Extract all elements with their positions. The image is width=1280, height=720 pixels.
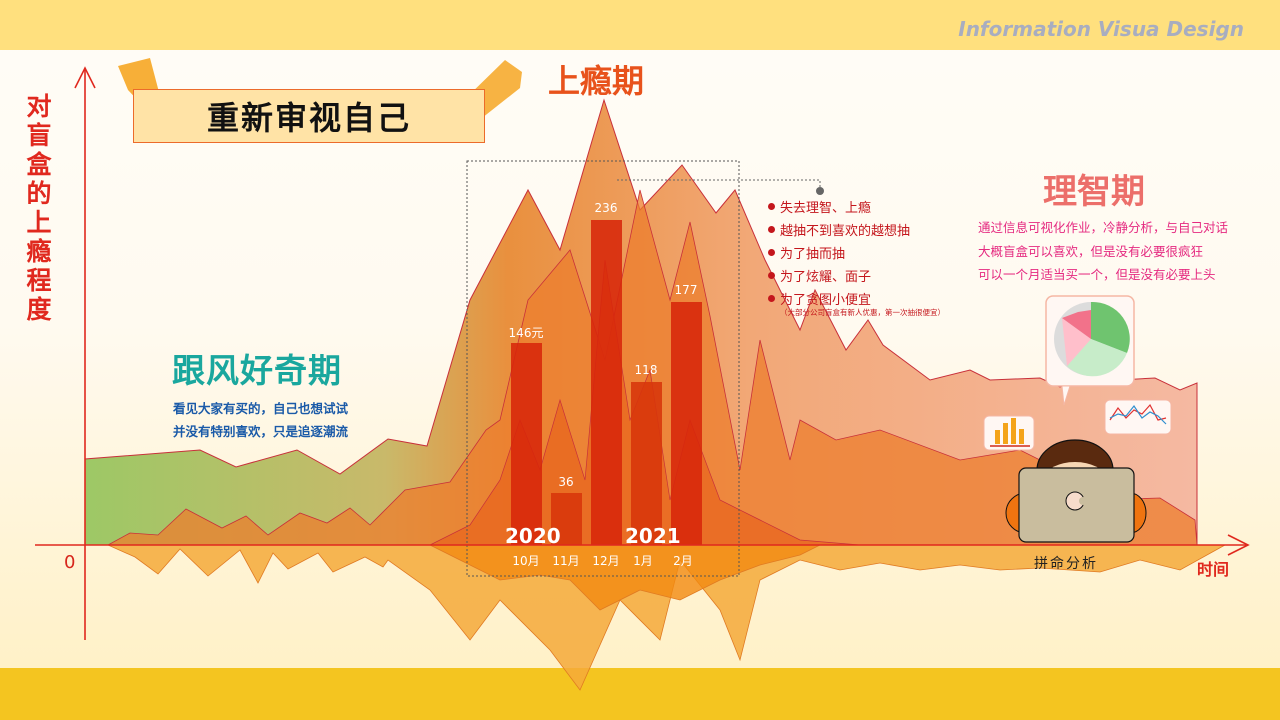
- phase-curious-title: 跟风好奇期: [172, 351, 342, 390]
- title-badge: 重新审视自己: [133, 89, 485, 143]
- brand-title: Information Visua Design: [958, 17, 1244, 41]
- y-axis-zero: 0: [64, 552, 76, 573]
- phase-addicted-title: 上瘾期: [548, 62, 645, 100]
- x-axis-label: 时间: [1197, 560, 1230, 579]
- phase-rational-desc-2: 大概盲盒可以喜欢，但是没有必要很疯狂: [978, 244, 1204, 259]
- illustration: [983, 295, 1172, 543]
- reason-item: 越抽不到喜欢的越想抽: [768, 218, 945, 241]
- y-axis-label: 对盲盒的上瘾程度: [26, 92, 52, 324]
- bar-value-nov: 36: [558, 475, 574, 489]
- illustration-caption: 拼命分析: [1034, 556, 1098, 572]
- month-label: 1月: [633, 554, 653, 568]
- year-label-2021: 2021: [625, 524, 681, 548]
- reason-item: 为了炫耀、面子: [768, 264, 945, 287]
- bar-oct: [511, 343, 542, 545]
- year-label-2020: 2020: [505, 524, 561, 548]
- highlight-frame: [466, 160, 740, 577]
- bottom-band: [0, 668, 1280, 720]
- bar-value-dec: 236: [594, 201, 618, 215]
- phase-curious-desc-1: 看见大家有买的，自己也想试试: [173, 401, 349, 416]
- top-band: [0, 0, 1280, 50]
- bar-series: [511, 220, 702, 545]
- bullet-dot-icon: [768, 203, 775, 210]
- bullet-dot-icon: [768, 272, 775, 279]
- bullet-dot-icon: [768, 249, 775, 256]
- bar-value-oct: 146元: [508, 326, 544, 340]
- bullet-dot-icon: [768, 226, 775, 233]
- month-label: 11月: [552, 554, 580, 568]
- bar-value-jan: 118: [634, 363, 658, 377]
- area-layer-mid: [107, 189, 1198, 546]
- reason-item: 为了贪图小便宜: [768, 287, 945, 310]
- bar-jan: [631, 382, 662, 545]
- reason-item: 为了抽而抽: [768, 241, 945, 264]
- phase-rational-desc-1: 通过信息可视化作业，冷静分析，与自己对话: [978, 220, 1229, 235]
- bar-dec: [591, 220, 622, 545]
- month-label: 12月: [592, 554, 620, 568]
- month-label: 10月: [512, 554, 540, 568]
- callout-leader: [617, 179, 821, 188]
- area-below-inner: [429, 544, 821, 611]
- reason-note: （大部分公司盲盒有新人优惠，第一次抽很便宜）: [780, 308, 945, 317]
- phase-rational-title: 理智期: [1043, 172, 1145, 212]
- bar-nov: [551, 493, 582, 545]
- month-label: 2月: [673, 554, 693, 568]
- bar-feb: [671, 302, 702, 545]
- reason-item: 失去理智、上瘾: [768, 195, 945, 218]
- bar-value-feb: 177: [674, 283, 698, 297]
- addiction-reasons-list: 失去理智、上瘾 越抽不到喜欢的越想抽 为了抽而抽 为了炫耀、面子 为了贪图小便宜…: [768, 195, 945, 318]
- bullet-dot-icon: [768, 295, 775, 302]
- phase-rational-desc-3: 可以一个月适当买一个，但是没有必要上头: [978, 267, 1216, 282]
- phase-curious-desc-2: 并没有特别喜欢，只是追逐潮流: [173, 424, 349, 439]
